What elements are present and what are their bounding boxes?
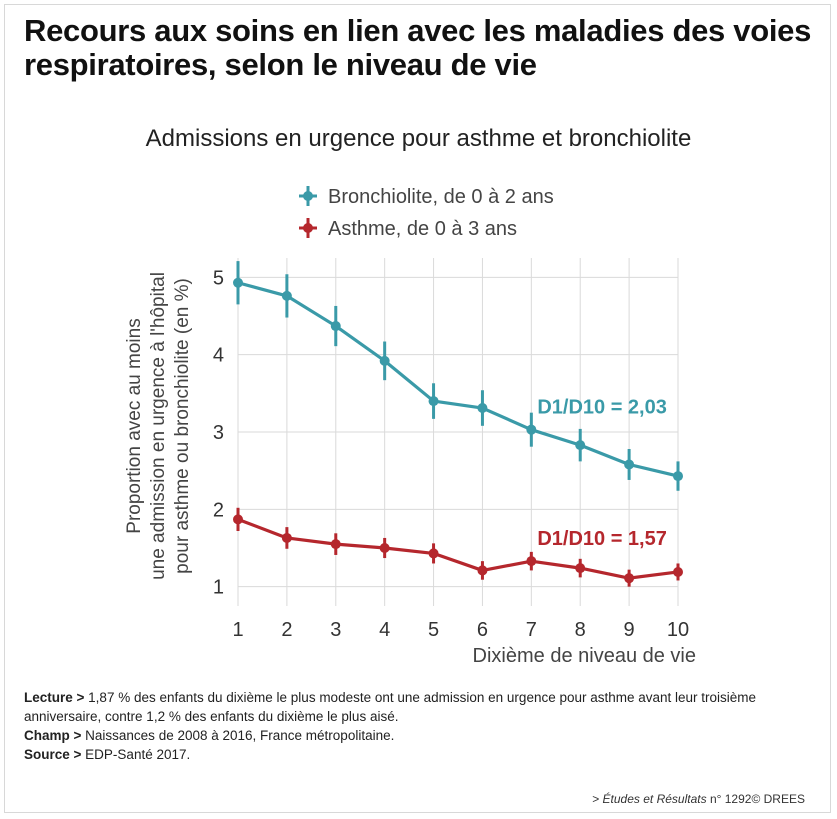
champ-note: Champ > Naissances de 2008 à 2016, Franc… xyxy=(24,726,814,745)
data-point xyxy=(526,424,537,435)
data-point xyxy=(575,440,586,451)
data-point xyxy=(233,277,243,288)
data-point xyxy=(575,563,586,574)
data-point xyxy=(673,471,683,482)
data-point xyxy=(330,539,341,550)
data-point xyxy=(624,573,635,584)
data-point xyxy=(379,543,390,553)
chart-series: D1/D10 = 2,03 D1/D10 = 1,57 xyxy=(233,261,683,587)
figure-title: Recours aux soins en lien avec les malad… xyxy=(24,13,812,82)
x-tick-label: 6 xyxy=(477,619,488,641)
x-tick-label: 1 xyxy=(232,619,243,641)
y-axis-label-line: une admission en urgence à l'hôpital xyxy=(148,272,169,580)
y-axis-label-line: pour asthme ou bronchiolite (en %) xyxy=(172,278,193,574)
y-tick-label: 1 xyxy=(213,577,224,599)
data-point xyxy=(281,532,292,543)
line-chart: 1 2 3 4 5 6 7 8 9 10 1 2 3 4 5 D1/D10 = 2,03 D1/D10 = 1… xyxy=(124,186,696,667)
legend-marker xyxy=(303,223,313,233)
legend-entry: Bronchiolite, de 0 à 2 ans xyxy=(299,186,554,208)
figure-frame xyxy=(4,4,831,813)
lecture-text: 1,87 % des enfants du dixième le plus mo… xyxy=(24,690,757,724)
footer-publisher: © DREES xyxy=(751,792,805,806)
legend-label: Bronchiolite, de 0 à 2 ans xyxy=(328,186,554,208)
x-tick-label: 7 xyxy=(526,619,537,641)
chart-title: Admissions en urgence pour asthme et bro… xyxy=(145,125,692,152)
footer-prefix: > xyxy=(592,792,600,806)
x-tick-label: 8 xyxy=(575,619,586,641)
source-label: Source > xyxy=(24,747,82,762)
data-point xyxy=(673,566,683,577)
legend-label: Asthme, de 0 à 3 ans xyxy=(328,218,517,240)
source-text: EDP-Santé 2017. xyxy=(85,747,191,762)
data-point xyxy=(526,556,537,567)
footer-publication: Études et Résultats xyxy=(602,792,707,806)
y-axis-label-line: Proportion avec au moins xyxy=(124,318,145,533)
x-axis-label: Dixième de niveau de vie xyxy=(473,645,696,667)
data-point xyxy=(477,565,488,576)
data-point xyxy=(477,403,488,414)
x-tick-label: 5 xyxy=(428,619,439,641)
chart-legend: Bronchiolite, de 0 à 2 ans Asthme, de 0 à… xyxy=(299,186,554,240)
y-tick-label: 3 xyxy=(213,422,224,444)
x-tick-label: 4 xyxy=(379,619,390,641)
y-tick-label: 4 xyxy=(213,345,224,367)
lecture-label: Lecture > xyxy=(24,690,85,705)
data-point xyxy=(233,514,243,525)
series-1: D1/D10 = 1,57 xyxy=(233,507,683,587)
y-tick-label: 5 xyxy=(213,267,224,289)
y-tick-label: 2 xyxy=(213,499,224,521)
series-annotation: D1/D10 = 2,03 xyxy=(537,397,667,419)
publication-footer: > Études et Résultats n° 1292© DREES xyxy=(592,792,805,806)
data-point xyxy=(281,290,292,301)
chart-grid xyxy=(237,258,679,606)
lecture-note: Lecture > 1,87 % des enfants du dixième … xyxy=(24,688,814,726)
chart-axis-labels: Dixième de niveau de vie Proportion avec … xyxy=(124,272,696,667)
series-line xyxy=(237,517,679,580)
x-tick-label: 10 xyxy=(667,619,689,641)
data-point xyxy=(379,355,390,366)
chart-axes: 1 2 3 4 5 6 7 8 9 10 1 2 3 4 5 xyxy=(213,267,689,641)
data-point xyxy=(428,396,439,407)
figure-notes: Lecture > 1,87 % des enfants du dixième … xyxy=(24,688,814,764)
data-point xyxy=(428,548,439,559)
legend-entry: Asthme, de 0 à 3 ans xyxy=(299,218,517,240)
data-point xyxy=(330,321,341,332)
legend-marker xyxy=(303,191,313,201)
series-line xyxy=(237,281,679,478)
data-point xyxy=(624,459,635,470)
x-tick-label: 9 xyxy=(624,619,635,641)
series-annotation: D1/D10 = 1,57 xyxy=(537,528,667,550)
champ-label: Champ > xyxy=(24,728,82,743)
series-0: D1/D10 = 2,03 xyxy=(233,261,683,491)
x-tick-label: 3 xyxy=(330,619,341,641)
source-note: Source > EDP-Santé 2017. xyxy=(24,745,814,764)
footer-number: n° 1292 xyxy=(709,792,752,806)
champ-text: Naissances de 2008 à 2016, France métrop… xyxy=(85,728,395,743)
x-tick-label: 2 xyxy=(281,619,292,641)
